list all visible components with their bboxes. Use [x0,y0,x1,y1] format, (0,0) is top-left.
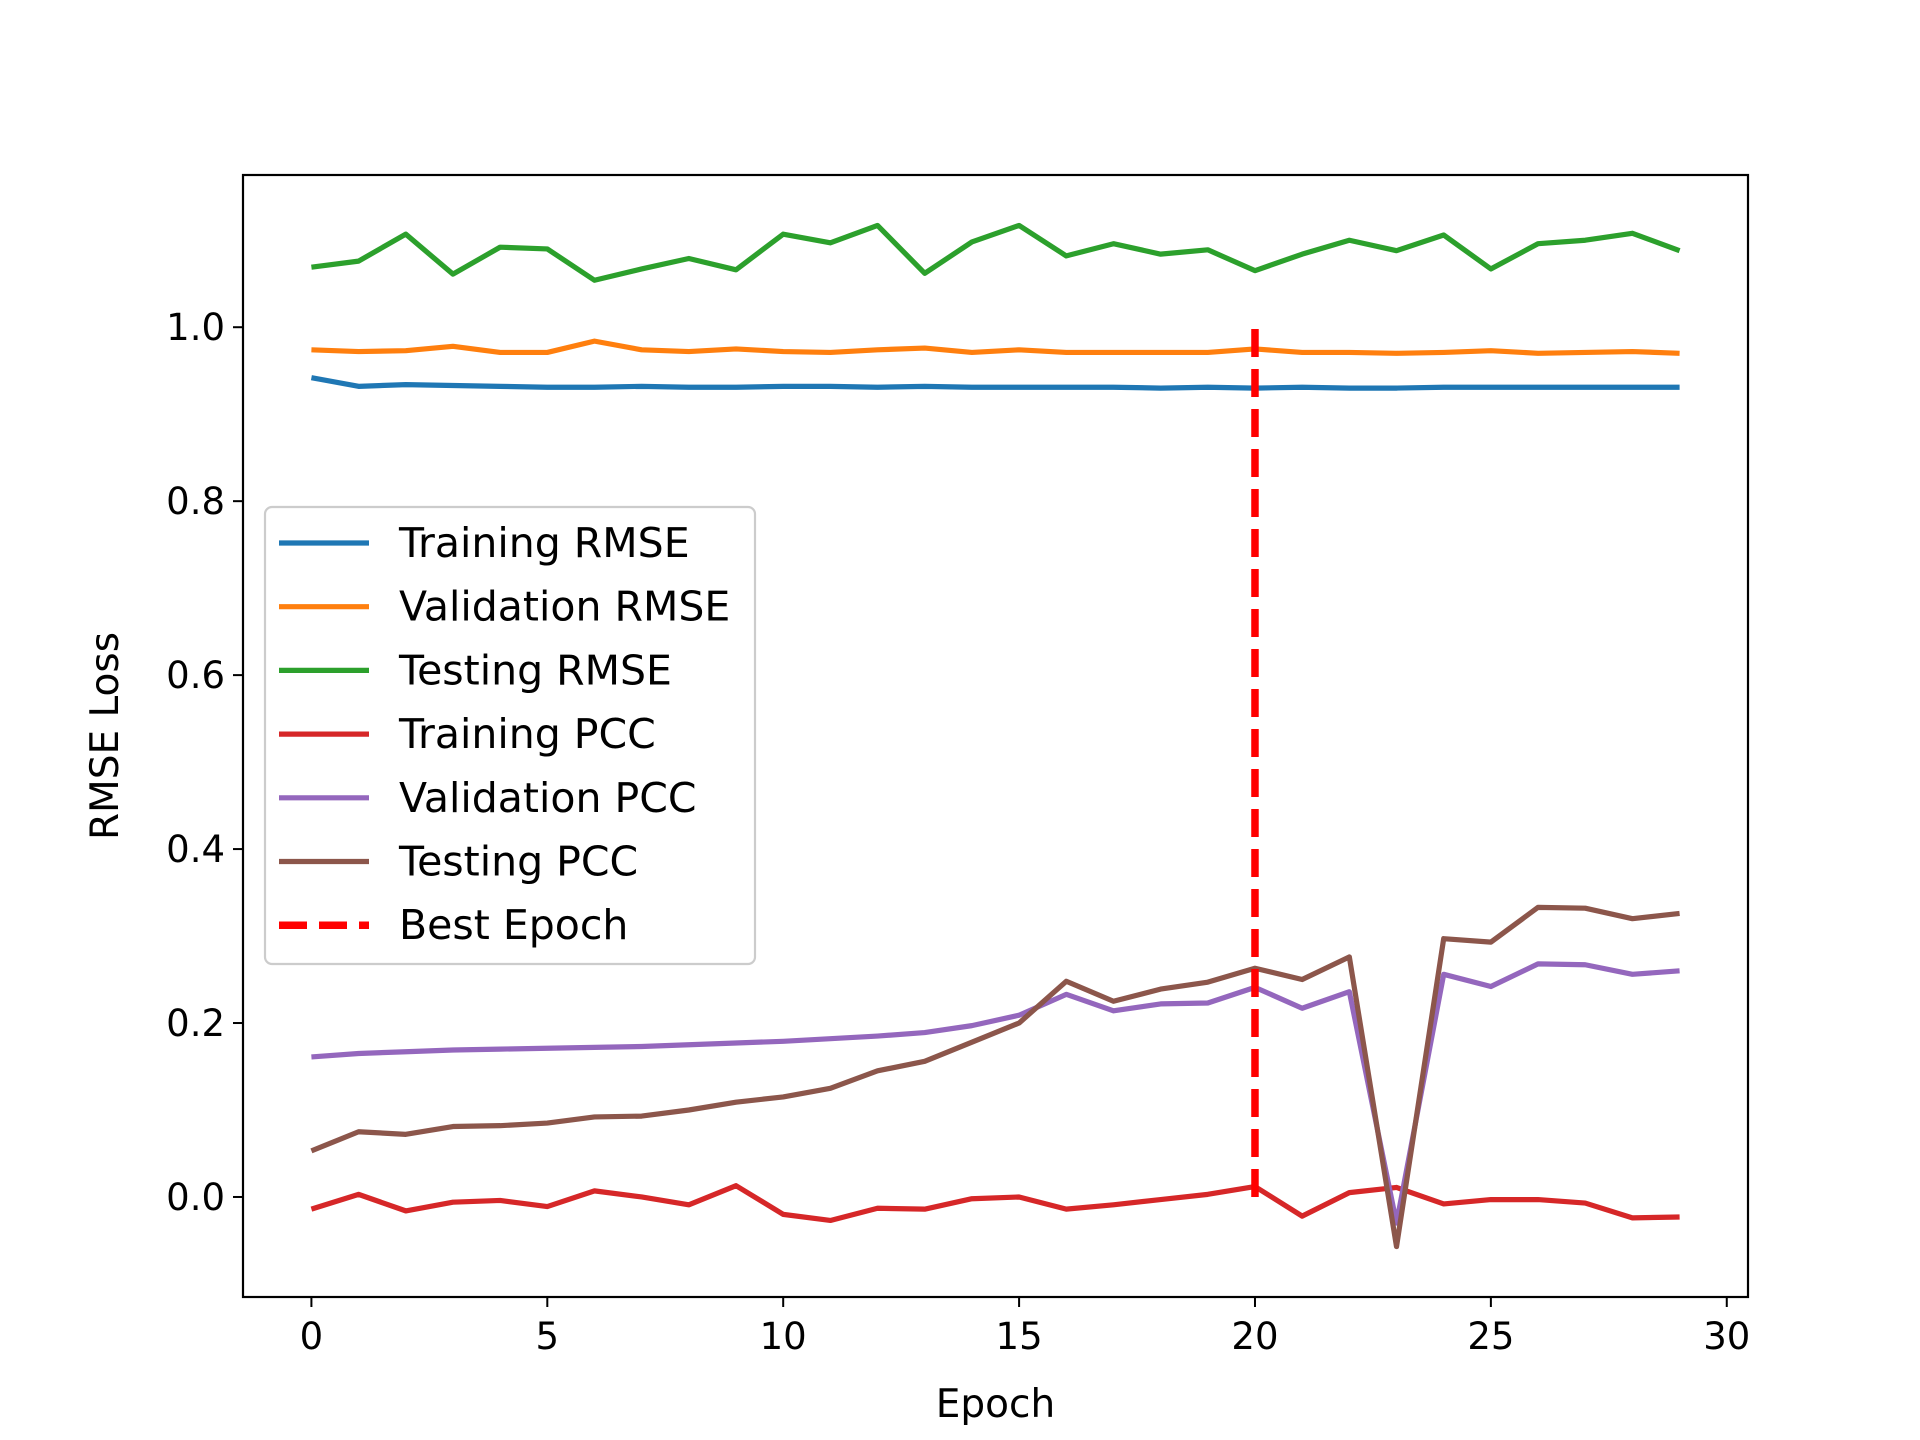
legend-box [263,505,757,966]
legend-label-testing-rmse: Testing RMSE [398,646,672,694]
x-tick-label: 0 [300,1315,324,1358]
x-tick-label: 10 [760,1315,807,1358]
y-tick-label: 0.6 [166,654,225,697]
series-line-training-rmse [310,375,1680,391]
y-axis-label: RMSE Loss [83,632,128,840]
x-tick-label: 20 [1231,1315,1278,1358]
plot-frame [241,173,1750,1299]
x-tick-label: 25 [1467,1315,1514,1358]
y-tick-label: 1.0 [166,306,225,349]
legend-label-testing-pcc: Testing PCC [398,838,638,886]
x-tick-label: 15 [996,1315,1043,1358]
legend: Training RMSE Validation RMSE Testing RMSE… [263,505,757,966]
legend-label-training-rmse: Training RMSE [398,519,690,567]
x-tick-label: 5 [536,1315,560,1358]
legend-label-validation-rmse: Validation RMSE [399,583,730,631]
series-line-testing-pcc [310,904,1680,1250]
legend-label-validation-pcc: Validation PCC [399,774,696,822]
x-axis-label: Epoch [936,1382,1055,1427]
x-axis: 0 5 10 15 20 25 30 [300,1297,1750,1358]
series-line-training-pcc [310,1183,1680,1224]
series-line-validation-pcc [311,961,1680,1226]
series-line-testing-rmse [311,222,1681,283]
plot-lines [310,222,1681,1250]
y-tick-label: 0.4 [166,828,225,871]
y-axis: 0.0 0.2 0.4 0.6 0.8 1.0 [166,306,243,1219]
y-tick-label: 0.8 [166,480,225,523]
y-tick-label: 0.0 [166,1176,225,1219]
legend-label-best-epoch: Best Epoch [399,901,628,949]
x-tick-label: 30 [1703,1315,1750,1358]
y-tick-label: 0.2 [166,1002,225,1045]
legend-label-training-pcc: Training PCC [398,710,656,758]
series-line-validation-rmse [311,338,1680,356]
